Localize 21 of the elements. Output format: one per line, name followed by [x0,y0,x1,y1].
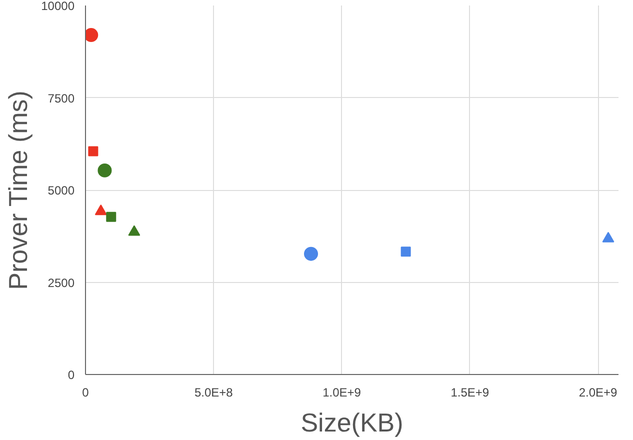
point [86,28,98,42]
x-tick-label: 1.5E+9 [450,386,490,400]
point [94,204,107,216]
y-tick-label: 5000 [48,184,75,198]
y-tick-label: 2500 [48,276,75,290]
point [400,246,411,257]
x-tick-label: 2.0E+9 [578,386,618,400]
y-tick-label: 0 [68,368,75,382]
point [128,225,140,236]
y-tick-label: 10000 [41,0,75,13]
point [88,146,98,156]
y-axis-title: Prover Time (ms) [3,90,34,290]
x-tick-label: 0 [82,386,90,400]
point [602,232,614,242]
point [98,163,112,178]
point [304,246,318,261]
point [106,212,116,222]
x-tick-label: 1.0E+9 [322,386,362,400]
x-axis-title: Size(KB) [300,408,404,438]
y-tick-label: 7500 [48,91,75,106]
x-tick-label: 5.0E+8 [194,386,234,400]
